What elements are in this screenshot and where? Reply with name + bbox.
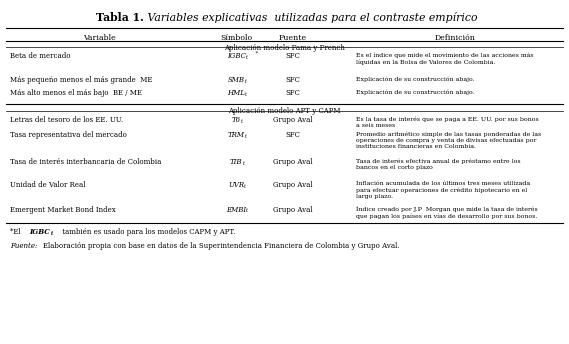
Text: SFC: SFC <box>286 52 300 60</box>
Text: Definición: Definición <box>435 34 476 42</box>
Text: t: t <box>246 208 248 214</box>
Text: Es la tasa de interés que se paga a EE. UU. por sus bonos
a seis meses: Es la tasa de interés que se paga a EE. … <box>356 116 538 128</box>
Text: t: t <box>244 184 246 189</box>
Text: UVR: UVR <box>228 181 244 189</box>
Text: Explicación de su construcción abajo.: Explicación de su construcción abajo. <box>356 89 474 95</box>
Text: Explicación de su construcción abajo.: Explicación de su construcción abajo. <box>356 76 474 82</box>
Text: Elaboración propia con base en datos de la Superintendencia Financiera de Colomb: Elaboración propia con base en datos de … <box>43 242 400 250</box>
Text: Tabla 1. Variables explicativas  utilizadas para el contraste empírico: Tabla 1. Variables explicativas utilizad… <box>96 12 473 23</box>
Text: Grupo Aval: Grupo Aval <box>273 116 313 124</box>
Text: *El: *El <box>10 228 23 236</box>
Text: SFC: SFC <box>286 131 300 139</box>
Text: IGBC: IGBC <box>30 228 51 236</box>
Text: Variables explicativas  utilizadas para el contraste empírico: Variables explicativas utilizadas para e… <box>144 12 477 23</box>
Text: T6: T6 <box>232 116 241 124</box>
Text: Promedio aritmético simple de las tasas ponderadas de las
operaciones de compra : Promedio aritmético simple de las tasas … <box>356 131 541 149</box>
Text: Tabla 1.: Tabla 1. <box>96 12 144 23</box>
Text: Más pequeño menos el más grande  ME: Más pequeño menos el más grande ME <box>10 76 152 84</box>
Text: SMB: SMB <box>228 76 245 84</box>
Text: t: t <box>246 55 248 60</box>
Text: Más alto menos el más bajo  BE / ME: Más alto menos el más bajo BE / ME <box>10 89 142 97</box>
Text: t: t <box>245 92 247 97</box>
Text: TIB: TIB <box>230 158 242 166</box>
Text: Tasa de interés efectiva anual de préstamo entre los
bancos en el corto plazo: Tasa de interés efectiva anual de présta… <box>356 158 520 170</box>
Text: EMBI: EMBI <box>226 206 246 214</box>
Text: HML: HML <box>227 89 245 97</box>
Text: TRM: TRM <box>228 131 245 139</box>
Text: t: t <box>51 231 53 236</box>
Text: Grupo Aval: Grupo Aval <box>273 181 313 189</box>
Text: t: t <box>241 119 243 124</box>
Text: *: * <box>254 51 258 56</box>
Text: Unidad de Valor Real: Unidad de Valor Real <box>10 181 85 189</box>
Text: Inflación acumulada de los últimos tres meses utilizada
para efectuar operacione: Inflación acumulada de los últimos tres … <box>356 181 530 199</box>
Text: Aplicación modelo APT y CAPM: Aplicación modelo APT y CAPM <box>228 107 341 115</box>
Text: IGBC: IGBC <box>226 52 246 60</box>
Text: Es el índice que mide el movimiento de las acciones más
líquidas en la Bolsa de : Es el índice que mide el movimiento de l… <box>356 52 533 65</box>
Text: SFC: SFC <box>286 76 300 84</box>
Text: Tasa representativa del mercado: Tasa representativa del mercado <box>10 131 127 139</box>
Text: Tasa de interés interbancaria de Colombia: Tasa de interés interbancaria de Colombi… <box>10 158 162 166</box>
Text: SFC: SFC <box>286 89 300 97</box>
Text: Letras del tesoro de los EE. UU.: Letras del tesoro de los EE. UU. <box>10 116 123 124</box>
Text: Fuente: Fuente <box>279 34 307 42</box>
Text: Grupo Aval: Grupo Aval <box>273 206 313 214</box>
Text: también es usado para los modelos CAPM y APT.: también es usado para los modelos CAPM y… <box>60 228 236 236</box>
Text: Fuente:: Fuente: <box>10 242 38 250</box>
Text: t: t <box>245 134 246 139</box>
Text: Beta de mercado: Beta de mercado <box>10 52 71 60</box>
Text: Símbolo: Símbolo <box>220 34 252 42</box>
Text: t: t <box>245 79 246 84</box>
Text: Emergent Market Bond Index: Emergent Market Bond Index <box>10 206 116 214</box>
Text: Variable: Variable <box>83 34 116 42</box>
Text: Grupo Aval: Grupo Aval <box>273 158 313 166</box>
Text: Aplicación modelo Fama y French: Aplicación modelo Fama y French <box>224 44 345 52</box>
Text: Índice creado por J.P  Morgan que mide la tasa de interés
que pagan los países e: Índice creado por J.P Morgan que mide la… <box>356 206 537 218</box>
Text: t: t <box>242 161 244 166</box>
